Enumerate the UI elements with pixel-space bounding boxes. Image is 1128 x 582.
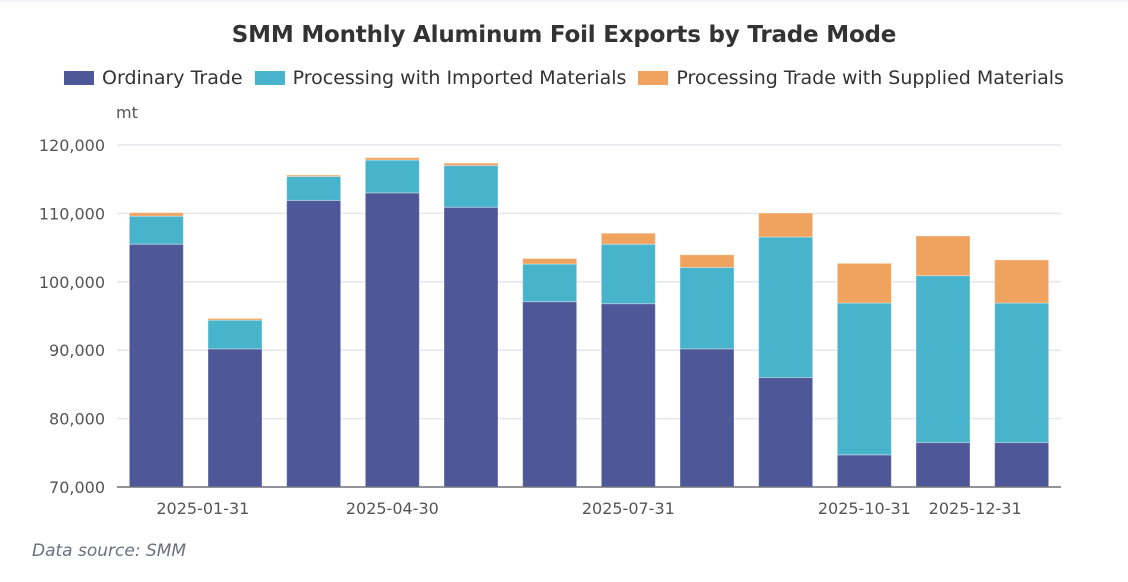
bar-stack-2025-08-31 xyxy=(679,254,735,488)
y-axis-unit: mt xyxy=(116,103,138,122)
bar-stack-2025-09-30 xyxy=(758,212,814,488)
bar-stack-2025-12-31 xyxy=(994,259,1050,488)
bar-processing-with-imported-materials[interactable] xyxy=(758,236,814,379)
bar-processing-trade-with-supplied-materials[interactable] xyxy=(286,174,342,177)
y-tick-label: 80,000 xyxy=(49,410,105,429)
bar-processing-with-imported-materials[interactable] xyxy=(443,165,499,208)
bar-ordinary-trade[interactable] xyxy=(364,192,420,488)
grid-lines xyxy=(117,144,1061,420)
bar-ordinary-trade[interactable] xyxy=(207,348,263,488)
bar-stack-2025-05-31 xyxy=(443,162,499,488)
y-tick-label: 70,000 xyxy=(49,478,105,497)
bar-ordinary-trade[interactable] xyxy=(286,199,342,488)
legend-swatch-supplied-materials xyxy=(638,71,669,85)
chart-title: SMM Monthly Aluminum Foil Exports by Tra… xyxy=(231,22,897,48)
bar-ordinary-trade[interactable] xyxy=(128,243,184,488)
legend-label: Ordinary Trade xyxy=(102,67,243,89)
bar-stack-2025-10-31 xyxy=(836,262,892,488)
y-tick-label: 110,000 xyxy=(39,204,105,223)
bar-processing-trade-with-supplied-materials[interactable] xyxy=(679,254,735,268)
bar-ordinary-trade[interactable] xyxy=(600,303,656,488)
legend-item-imported-materials[interactable]: Processing with Imported Materials xyxy=(254,67,627,89)
bar-processing-with-imported-materials[interactable] xyxy=(522,263,578,303)
bar-processing-with-imported-materials[interactable] xyxy=(364,159,420,194)
bar-ordinary-trade[interactable] xyxy=(679,348,735,488)
bar-ordinary-trade[interactable] xyxy=(994,442,1050,488)
bar-ordinary-trade[interactable] xyxy=(915,442,971,488)
x-tick-label: 2025-04-30 xyxy=(346,499,439,518)
bars xyxy=(128,157,1050,488)
bar-processing-trade-with-supplied-materials[interactable] xyxy=(994,259,1050,304)
bar-stack-2025-02-28 xyxy=(207,317,263,488)
bar-processing-with-imported-materials[interactable] xyxy=(915,275,971,444)
y-tick-label: 90,000 xyxy=(49,341,105,360)
bar-stack-2025-07-31 xyxy=(600,232,656,488)
bar-processing-with-imported-materials[interactable] xyxy=(836,302,892,456)
bar-processing-trade-with-supplied-materials[interactable] xyxy=(207,317,263,321)
bar-processing-with-imported-materials[interactable] xyxy=(128,215,184,245)
bar-processing-with-imported-materials[interactable] xyxy=(286,175,342,201)
bar-processing-with-imported-materials[interactable] xyxy=(994,302,1050,444)
bar-stack-2025-11-30 xyxy=(915,235,971,488)
bar-processing-trade-with-supplied-materials[interactable] xyxy=(836,262,892,304)
bar-processing-trade-with-supplied-materials[interactable] xyxy=(600,232,656,245)
x-tick-label: 2025-07-31 xyxy=(582,499,675,518)
bar-processing-with-imported-materials[interactable] xyxy=(207,319,263,350)
y-axis-ticks: 70,000 80,000 90,000 100,000 110,000 120,000 xyxy=(39,136,105,497)
bar-ordinary-trade[interactable] xyxy=(836,454,892,488)
bar-ordinary-trade[interactable] xyxy=(758,377,814,488)
bar-processing-trade-with-supplied-materials[interactable] xyxy=(915,235,971,277)
bar-processing-trade-with-supplied-materials[interactable] xyxy=(522,258,578,265)
x-axis: 2025-01-31 2025-04-30 2025-07-31 2025-10-31… xyxy=(117,486,1061,518)
bar-ordinary-trade[interactable] xyxy=(522,301,578,488)
y-tick-label: 100,000 xyxy=(39,273,105,292)
bar-processing-trade-with-supplied-materials[interactable] xyxy=(758,212,814,238)
legend-label: Processing with Imported Materials xyxy=(292,67,627,89)
legend-swatch-ordinary-trade xyxy=(64,71,95,85)
data-source: Data source: SMM xyxy=(32,541,187,561)
y-tick-label: 120,000 xyxy=(39,136,105,155)
bar-ordinary-trade[interactable] xyxy=(443,206,499,488)
legend-label: Processing Trade with Supplied Materials xyxy=(676,67,1064,89)
legend-item-ordinary-trade[interactable]: Ordinary Trade xyxy=(64,67,243,89)
bar-processing-with-imported-materials[interactable] xyxy=(679,266,735,350)
x-tick-label: 2025-12-31 xyxy=(929,499,1022,518)
bar-stack-2025-06-30 xyxy=(522,258,578,488)
top-border xyxy=(0,0,1128,2)
bar-stack-2025-04-30 xyxy=(364,157,420,488)
bar-processing-trade-with-supplied-materials[interactable] xyxy=(128,212,184,217)
x-tick-label: 2025-10-31 xyxy=(818,499,911,518)
bar-stack-2025-01-31 xyxy=(128,212,184,488)
legend-swatch-imported-materials xyxy=(254,71,285,85)
bar-stack-2025-03-31 xyxy=(286,174,342,488)
x-tick-label: 2025-01-31 xyxy=(156,499,249,518)
bar-processing-trade-with-supplied-materials[interactable] xyxy=(364,157,420,161)
bar-processing-trade-with-supplied-materials[interactable] xyxy=(443,162,499,167)
legend-item-supplied-materials[interactable]: Processing Trade with Supplied Materials xyxy=(638,67,1064,89)
bar-processing-with-imported-materials[interactable] xyxy=(600,243,656,305)
legend: Ordinary Trade Processing with Imported … xyxy=(0,67,1128,89)
